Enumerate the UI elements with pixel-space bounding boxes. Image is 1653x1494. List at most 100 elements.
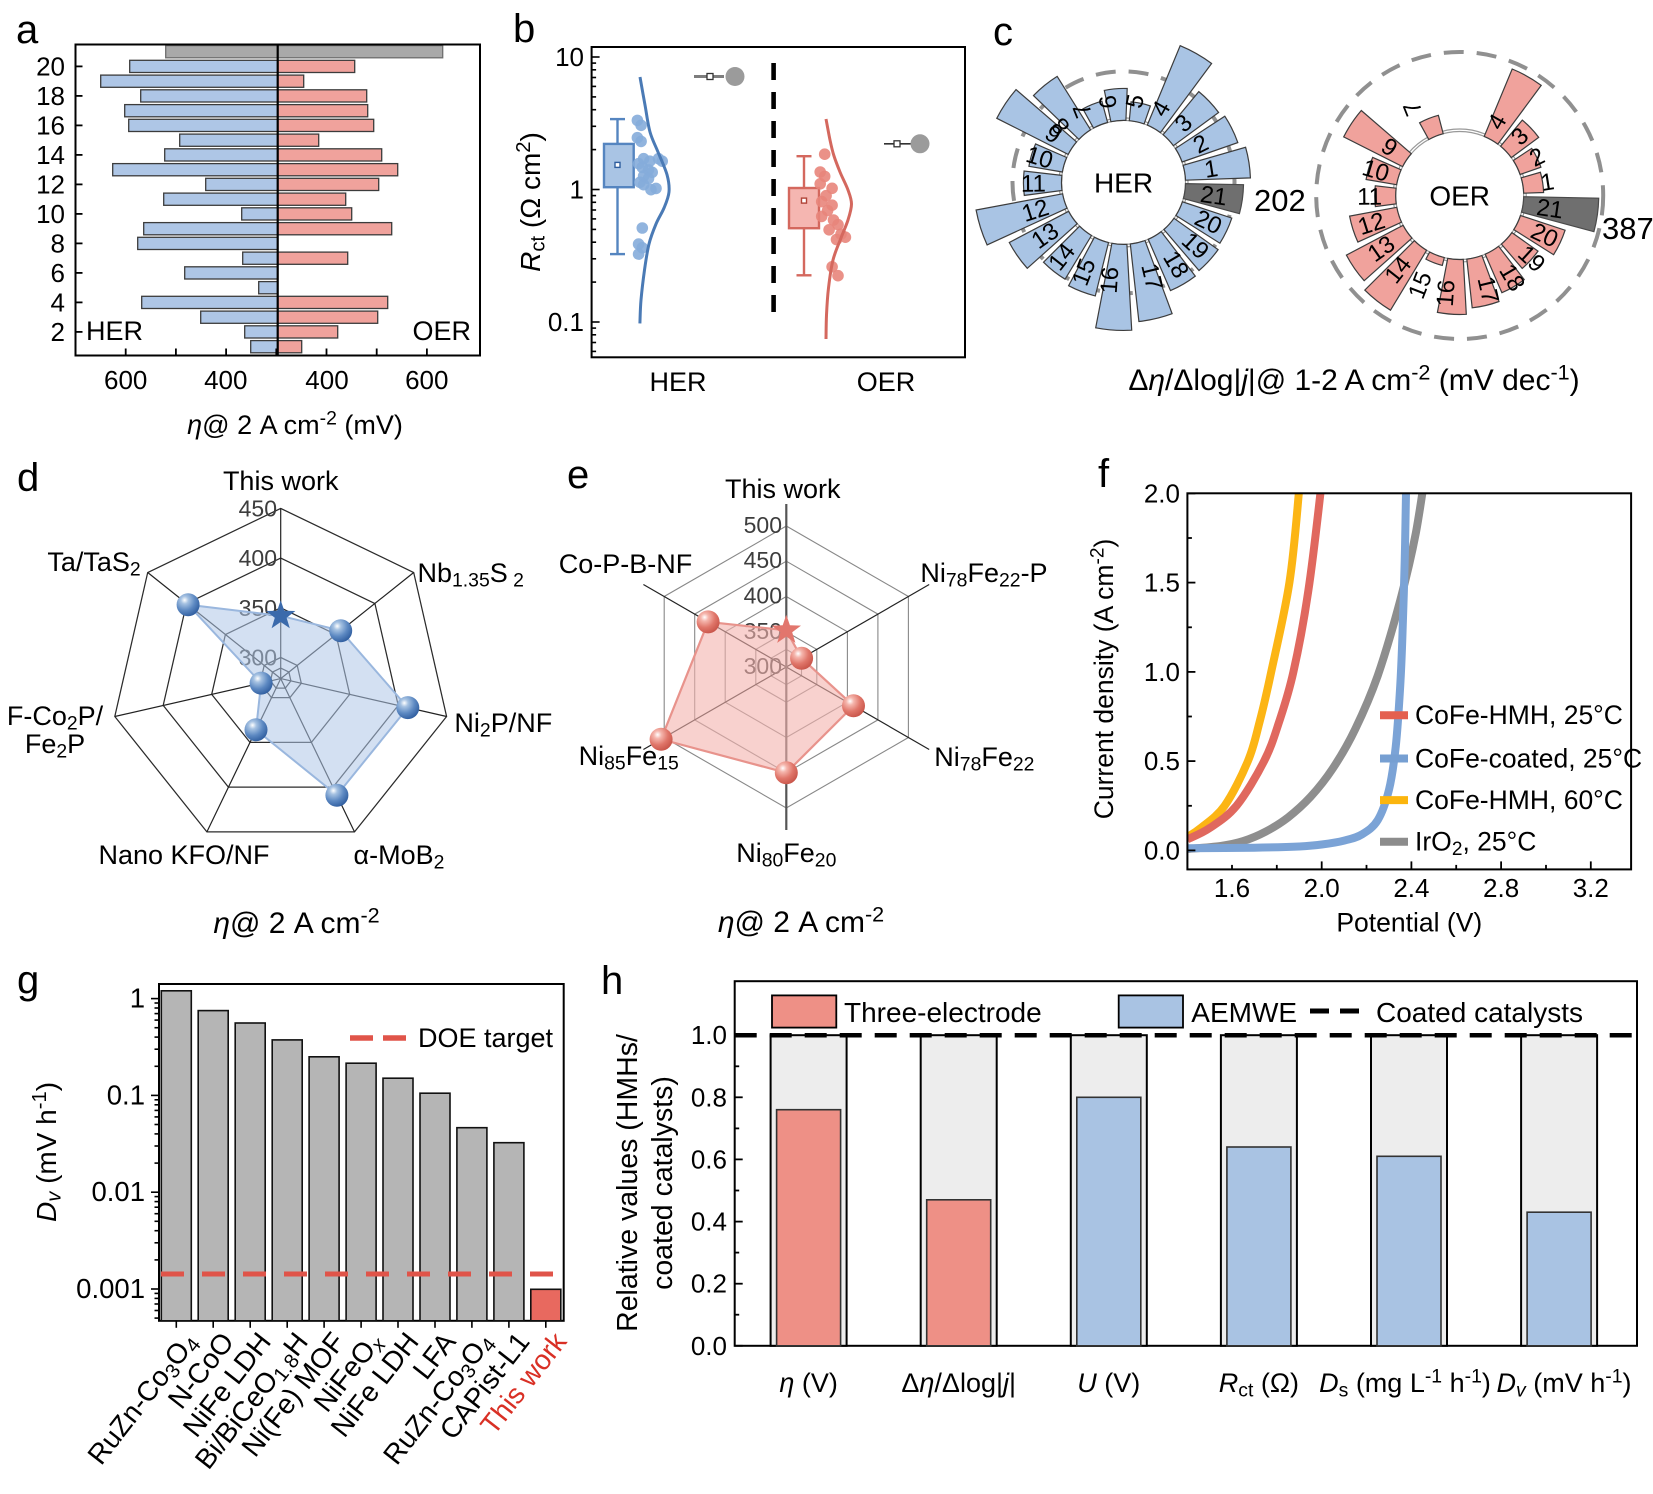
svg-text:OER: OER bbox=[412, 316, 471, 346]
svg-text:Dv (mV h-1): Dv (mV h-1) bbox=[1497, 1366, 1632, 1402]
svg-text:Dv (mV h-1): Dv (mV h-1) bbox=[29, 1082, 65, 1222]
svg-text:AEMWE: AEMWE bbox=[1191, 997, 1297, 1028]
svg-text:Ds (mg L-1 h-1): Ds (mg L-1 h-1) bbox=[1319, 1366, 1491, 1402]
svg-text:b: b bbox=[513, 7, 535, 51]
svg-text:Ni78Fe22-P: Ni78Fe22-P bbox=[920, 558, 1047, 591]
svg-text:1.6: 1.6 bbox=[1214, 873, 1250, 903]
svg-text:202: 202 bbox=[1254, 183, 1306, 218]
svg-text:η@ 2 A cm-2: η@ 2 A cm-2 bbox=[213, 903, 379, 941]
svg-text:4: 4 bbox=[51, 287, 65, 317]
svg-text:Nb1.35S 2: Nb1.35S 2 bbox=[418, 558, 524, 591]
svg-text:3.2: 3.2 bbox=[1573, 873, 1609, 903]
svg-text:Rct (Ω): Rct (Ω) bbox=[1219, 1368, 1299, 1401]
svg-text:CoFe-HMH, 60°C: CoFe-HMH, 60°C bbox=[1415, 785, 1623, 815]
svg-text:f: f bbox=[1098, 452, 1110, 496]
svg-text:2.0: 2.0 bbox=[1144, 478, 1180, 508]
svg-text:Co-P-B-NF: Co-P-B-NF bbox=[559, 549, 693, 579]
svg-text:OER: OER bbox=[857, 367, 916, 397]
svg-text:U (V): U (V) bbox=[1077, 1368, 1140, 1398]
svg-text:IrO2, 25°C: IrO2, 25°C bbox=[1415, 827, 1536, 860]
svg-text:0.1: 0.1 bbox=[548, 307, 584, 337]
svg-text:11: 11 bbox=[1357, 184, 1382, 211]
svg-text:20: 20 bbox=[36, 51, 65, 81]
svg-text:1: 1 bbox=[1203, 155, 1220, 184]
svg-text:This work: This work bbox=[223, 466, 339, 496]
svg-text:16: 16 bbox=[1096, 266, 1125, 294]
svg-text:10: 10 bbox=[36, 199, 65, 229]
svg-text:0.6: 0.6 bbox=[691, 1144, 727, 1174]
svg-text:16: 16 bbox=[36, 110, 65, 140]
svg-text:0.0: 0.0 bbox=[691, 1331, 727, 1361]
svg-text:HER: HER bbox=[86, 316, 143, 346]
svg-text:Current density (A cm-2): Current density (A cm-2) bbox=[1088, 539, 1119, 820]
svg-text:g: g bbox=[17, 958, 39, 1002]
svg-text:Fe2P: Fe2P bbox=[25, 729, 85, 762]
svg-text:e: e bbox=[567, 453, 589, 497]
svg-text:10: 10 bbox=[555, 42, 584, 72]
svg-text:OER: OER bbox=[1429, 181, 1490, 212]
svg-text:η@ 2 A cm-2: η@ 2 A cm-2 bbox=[718, 902, 884, 940]
svg-text:η@ 2 A cm-2 (mV): η@ 2 A cm-2 (mV) bbox=[187, 408, 403, 440]
svg-text:1.5: 1.5 bbox=[1144, 568, 1180, 598]
svg-text:600: 600 bbox=[104, 365, 147, 395]
svg-text:HER: HER bbox=[649, 367, 706, 397]
svg-text:d: d bbox=[17, 456, 39, 500]
svg-text:F-Co2P/: F-Co2P/ bbox=[7, 701, 104, 734]
svg-text:21: 21 bbox=[1535, 194, 1565, 224]
svg-text:0.2: 0.2 bbox=[691, 1269, 727, 1299]
svg-text:Ni78Fe22: Ni78Fe22 bbox=[934, 742, 1034, 775]
svg-text:14: 14 bbox=[36, 140, 65, 170]
svg-text:11: 11 bbox=[1021, 170, 1046, 197]
svg-text:1: 1 bbox=[570, 175, 584, 205]
svg-text:1.0: 1.0 bbox=[1144, 657, 1180, 687]
svg-text:h: h bbox=[601, 959, 623, 1003]
svg-text:400: 400 bbox=[204, 365, 247, 395]
svg-text:DOE target: DOE target bbox=[418, 1023, 554, 1053]
svg-text:Three-electrode: Three-electrode bbox=[844, 997, 1042, 1028]
svg-text:0.1: 0.1 bbox=[107, 1079, 145, 1110]
svg-text:0.001: 0.001 bbox=[76, 1273, 145, 1304]
svg-text:a: a bbox=[16, 8, 39, 52]
svg-text:400: 400 bbox=[239, 545, 277, 571]
svg-text:coated catalysts): coated catalysts) bbox=[647, 1076, 679, 1290]
svg-text:CoFe-coated, 25°C: CoFe-coated, 25°C bbox=[1415, 744, 1642, 774]
svg-text:Δη/Δlog|j|@ 1-2 A cm-2 (mV dec: Δη/Δlog|j|@ 1-2 A cm-2 (mV dec-1) bbox=[1128, 360, 1579, 398]
svg-text:8: 8 bbox=[51, 228, 65, 258]
svg-text:7: 7 bbox=[1398, 97, 1428, 119]
svg-text:CoFe-HMH, 25°C: CoFe-HMH, 25°C bbox=[1415, 700, 1623, 730]
svg-text:0.8: 0.8 bbox=[691, 1082, 727, 1112]
svg-text:Ni85Fe15: Ni85Fe15 bbox=[579, 741, 679, 774]
svg-text:450: 450 bbox=[744, 547, 782, 573]
svg-text:600: 600 bbox=[405, 365, 448, 395]
svg-text:500: 500 bbox=[744, 512, 782, 538]
svg-text:Rct (Ω cm2): Rct (Ω cm2) bbox=[513, 132, 549, 272]
svg-text:17: 17 bbox=[1471, 274, 1503, 306]
svg-text:HER: HER bbox=[1094, 167, 1153, 198]
svg-text:0.01: 0.01 bbox=[91, 1176, 145, 1207]
svg-text:1: 1 bbox=[130, 983, 145, 1014]
svg-text:0.4: 0.4 bbox=[691, 1207, 727, 1237]
svg-text:Δη/Δlog|j|: Δη/Δlog|j| bbox=[901, 1368, 1016, 1398]
svg-text:Coated catalysts: Coated catalysts bbox=[1376, 997, 1583, 1028]
svg-text:6: 6 bbox=[51, 258, 65, 288]
svg-text:5: 5 bbox=[1121, 92, 1150, 111]
svg-text:Potential (V): Potential (V) bbox=[1336, 908, 1482, 938]
svg-text:Ni2P/NF: Ni2P/NF bbox=[454, 708, 552, 741]
svg-text:17: 17 bbox=[1135, 261, 1167, 293]
svg-text:0.0: 0.0 bbox=[1144, 835, 1180, 865]
svg-text:387: 387 bbox=[1602, 211, 1653, 246]
svg-text:12: 12 bbox=[36, 169, 65, 199]
svg-text:2.4: 2.4 bbox=[1393, 873, 1429, 903]
svg-text:2.0: 2.0 bbox=[1304, 873, 1340, 903]
svg-text:c: c bbox=[993, 10, 1013, 54]
svg-text:Ni80Fe20: Ni80Fe20 bbox=[736, 838, 836, 871]
svg-text:400: 400 bbox=[305, 365, 348, 395]
svg-text:Relative values (HMHs/: Relative values (HMHs/ bbox=[612, 1034, 644, 1332]
svg-text:18: 18 bbox=[36, 81, 65, 111]
svg-text:α-MoB2: α-MoB2 bbox=[354, 840, 445, 873]
svg-text:6: 6 bbox=[1095, 94, 1123, 110]
svg-text:2: 2 bbox=[51, 317, 65, 347]
svg-text:450: 450 bbox=[239, 495, 277, 521]
svg-text:16: 16 bbox=[1432, 279, 1461, 307]
svg-text:2.8: 2.8 bbox=[1483, 873, 1519, 903]
